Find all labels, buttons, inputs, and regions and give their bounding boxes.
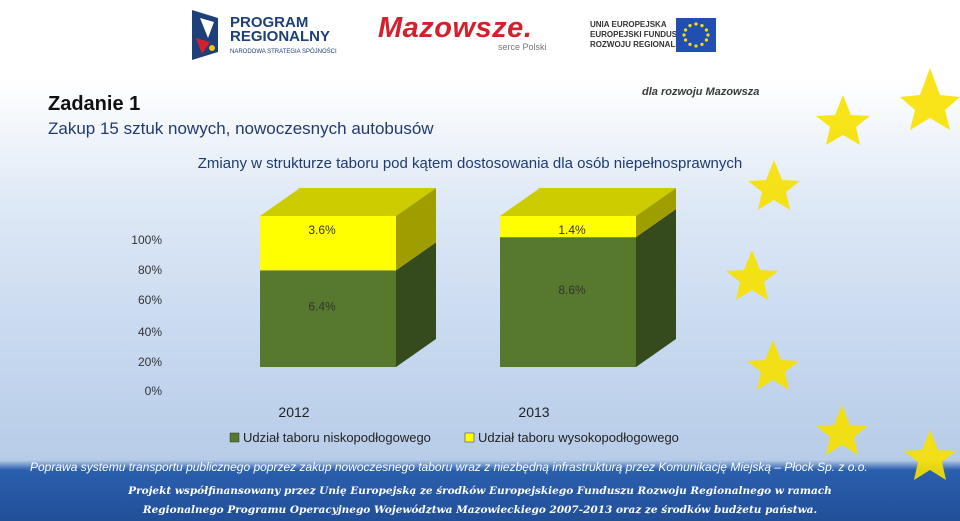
chart-title: Zmiany w strukturze taboru pod kątem dos… xyxy=(198,155,742,172)
footer-cofinancing: Projekt współfinansowany przez Unię Euro… xyxy=(0,482,960,520)
y-tick-label: 80% xyxy=(138,263,162,277)
y-tick-label: 60% xyxy=(138,293,162,307)
footer-project-description: Poprawa systemu transportu publicznego p… xyxy=(30,460,868,474)
y-tick-label: 100% xyxy=(131,233,162,247)
stacked-bar-chart: Zmiany w strukturze taboru pod kątem dos… xyxy=(131,155,742,445)
bar-segment xyxy=(500,209,676,367)
mazowsze-logo-text: Mazowsze. xyxy=(378,12,533,44)
x-tick-label: 2013 xyxy=(518,404,549,420)
eu-flag-icon xyxy=(676,18,716,52)
program-logo-line3: NARODOWA STRATEGIA SPÓJNOŚCI xyxy=(230,49,337,55)
bar-value-label: 1.4% xyxy=(558,223,586,237)
y-tick-label: 0% xyxy=(145,384,163,398)
legend-label: Udział taboru wysokopodłogowego xyxy=(478,430,679,445)
footer-cofinancing-line2: Regionalnego Programu Operacyjnego Wojew… xyxy=(142,504,818,516)
task-title: Zadanie 1 xyxy=(48,93,141,115)
bar-value-label: 8.6% xyxy=(558,283,586,297)
bar-segment xyxy=(260,188,436,271)
program-logo-line1: PROGRAM xyxy=(230,14,309,31)
program-logo-line2: REGIONALNY xyxy=(230,28,331,45)
bar-value-label: 3.6% xyxy=(308,223,336,237)
bar-segment xyxy=(260,242,436,367)
legend-swatch xyxy=(464,432,475,443)
slogan: dla rozwoju Mazowsza xyxy=(642,86,760,98)
legend-swatch xyxy=(229,432,240,443)
x-tick-label: 2012 xyxy=(278,404,309,420)
y-tick-label: 40% xyxy=(138,325,162,339)
y-tick-label: 20% xyxy=(138,355,162,369)
legend: Udział taboru niskopodłogowego Udział tab… xyxy=(229,430,679,445)
mazowsze-logo: Mazowsze. serce Polski xyxy=(378,12,558,56)
eu-logo-line3: ROZWOJU REGIONALNEGO xyxy=(590,40,699,49)
program-regionalny-logo: PROGRAM REGIONALNY NARODOWA STRATEGIA SP… xyxy=(188,6,358,62)
program-regionalny-mark-icon xyxy=(192,10,218,60)
bars: 6.4% 3.6% 8.6% 1.4% xyxy=(260,188,676,367)
task-subtitle: Zakup 15 sztuk nowych, nowoczesnych auto… xyxy=(48,119,434,138)
eu-logo-line1: UNIA EUROPEJSKA xyxy=(590,20,667,29)
footer-cofinancing-line1: Projekt współfinansowany przez Unię Euro… xyxy=(128,485,832,497)
bar-segment xyxy=(500,188,676,238)
logo-bar: PROGRAM REGIONALNY NARODOWA STRATEGIA SP… xyxy=(0,0,960,80)
legend-label: Udział taboru niskopodłogowego xyxy=(243,430,431,445)
x-axis-ticks: 2012 2013 xyxy=(278,404,549,420)
star-icon xyxy=(816,95,870,145)
eu-logo-line2: EUROPEJSKI FUNDUSZ xyxy=(590,30,683,39)
title-block: Zadanie 1 Zakup 15 sztuk nowych, nowocze… xyxy=(48,93,434,139)
eu-logo: UNIA EUROPEJSKA EUROPEJSKI FUNDUSZ ROZWO… xyxy=(590,18,730,54)
bar-value-label: 6.4% xyxy=(308,300,336,314)
y-axis-ticks: 0% 20% 40% 60% 80% 100% xyxy=(131,233,162,398)
mazowsze-logo-sub: serce Polski xyxy=(498,42,547,52)
